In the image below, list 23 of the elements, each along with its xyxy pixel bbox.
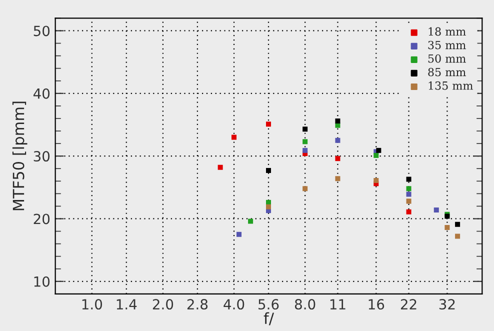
y-tick-label: 10 bbox=[34, 276, 50, 287]
legend-label: 35 mm bbox=[428, 40, 466, 50]
x-tick-label: 1.4 bbox=[116, 299, 137, 310]
x-tick-label: 4.0 bbox=[224, 299, 244, 310]
x-tick-label: 2.8 bbox=[187, 299, 208, 310]
x-tick-label: 5.6 bbox=[258, 299, 279, 310]
x-axis-title: f/ bbox=[264, 312, 274, 326]
legend-label: 85 mm bbox=[428, 68, 466, 76]
x-tick-label: 1.0 bbox=[82, 299, 102, 310]
y-tick-label: 50 bbox=[34, 26, 50, 36]
y-tick-label: 40 bbox=[33, 88, 50, 99]
legend-label: 135 mm bbox=[428, 81, 473, 90]
legend-label: 18 mm bbox=[428, 27, 466, 36]
x-tick-label: 22 bbox=[400, 299, 416, 310]
y-tick-label: 20 bbox=[34, 214, 50, 224]
legend-label: 50 mm bbox=[428, 54, 466, 63]
y-axis-title: MTF50 [lpmm] bbox=[12, 102, 28, 210]
x-tick-label: 8.0 bbox=[294, 299, 316, 310]
y-tick-label: 30 bbox=[34, 151, 50, 162]
x-tick-label: 16 bbox=[368, 299, 384, 310]
x-tick-label: 32 bbox=[439, 299, 455, 310]
x-tick-label: 2.0 bbox=[152, 299, 174, 310]
x-tick-label: 11 bbox=[330, 299, 346, 310]
